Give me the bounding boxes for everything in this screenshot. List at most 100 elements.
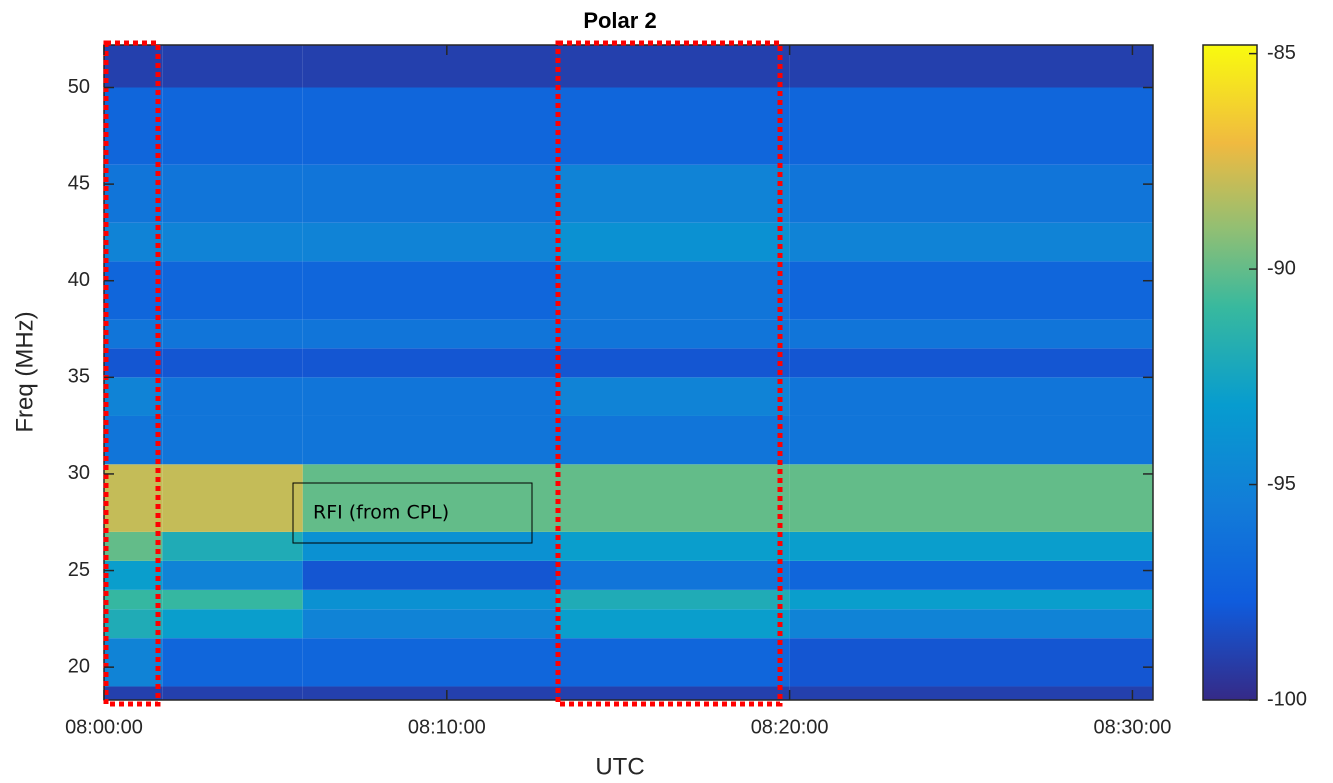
x-axis-label: UTC xyxy=(595,753,644,780)
cell xyxy=(789,415,1153,465)
cell xyxy=(162,45,303,88)
y-tick-label: 45 xyxy=(68,172,90,194)
x-tick-label: 08:20:00 xyxy=(751,716,829,738)
cell xyxy=(104,464,163,532)
cell xyxy=(162,638,303,687)
cell xyxy=(789,609,1153,639)
cell xyxy=(104,164,163,223)
highlight-box xyxy=(555,40,783,707)
cell xyxy=(162,348,303,378)
cell xyxy=(162,686,303,700)
cell xyxy=(162,377,303,416)
cell xyxy=(104,87,163,165)
x-tick-label: 08:00:00 xyxy=(65,716,143,738)
cell xyxy=(556,415,790,465)
y-tick-label: 20 xyxy=(68,655,90,677)
cell xyxy=(104,531,163,561)
cell xyxy=(556,464,790,532)
cell xyxy=(789,261,1153,320)
cell xyxy=(302,415,557,465)
colorbar-tick-label: -100 xyxy=(1267,688,1307,710)
cell xyxy=(104,560,163,590)
cell xyxy=(104,261,163,320)
colorbar-tick-label: -85 xyxy=(1267,42,1296,64)
cell xyxy=(556,560,790,590)
cell xyxy=(104,348,163,378)
cell xyxy=(556,589,790,610)
cell xyxy=(104,415,163,465)
cell xyxy=(556,638,790,687)
cell xyxy=(556,45,790,88)
cell xyxy=(789,377,1153,416)
cell xyxy=(556,222,790,262)
cell xyxy=(302,87,557,165)
cell xyxy=(789,686,1153,700)
cell xyxy=(302,686,557,700)
cell xyxy=(302,609,557,639)
cell xyxy=(789,589,1153,610)
cell xyxy=(104,222,163,262)
cell xyxy=(302,164,557,223)
cell xyxy=(556,609,790,639)
cell xyxy=(789,638,1153,687)
cell xyxy=(789,464,1153,532)
y-tick-label: 40 xyxy=(68,269,90,291)
y-axis-label: Freq (MHz) xyxy=(11,311,38,432)
annotation-box xyxy=(292,482,533,544)
cell xyxy=(162,319,303,349)
cell xyxy=(162,87,303,165)
cell xyxy=(556,377,790,416)
cell xyxy=(104,377,163,416)
cell xyxy=(162,531,303,561)
plot-frame xyxy=(103,44,1154,701)
cell xyxy=(556,686,790,700)
cell xyxy=(162,261,303,320)
cell xyxy=(104,609,163,639)
cell xyxy=(556,164,790,223)
cell xyxy=(162,415,303,465)
cell xyxy=(302,377,557,416)
cell xyxy=(556,531,790,561)
cell xyxy=(302,531,557,561)
cell xyxy=(789,87,1153,165)
cell xyxy=(162,589,303,610)
colorbar-tick-label: -90 xyxy=(1267,257,1296,279)
cell xyxy=(556,348,790,378)
cell xyxy=(789,319,1153,349)
cell xyxy=(556,319,790,349)
cell xyxy=(104,638,163,687)
cell xyxy=(789,348,1153,378)
cell xyxy=(302,319,557,349)
cell xyxy=(789,164,1153,223)
cell xyxy=(162,464,303,532)
cell xyxy=(302,222,557,262)
y-tick-label: 50 xyxy=(68,76,90,98)
cell xyxy=(302,348,557,378)
x-tick-label: 08:30:00 xyxy=(1094,716,1172,738)
cell xyxy=(302,45,557,88)
cell xyxy=(789,222,1153,262)
cell xyxy=(302,560,557,590)
cell xyxy=(789,531,1153,561)
cell xyxy=(302,261,557,320)
annotation: RFI (from CPL) xyxy=(313,502,449,524)
cell xyxy=(302,638,557,687)
cell xyxy=(104,686,163,700)
cell xyxy=(162,164,303,223)
cell xyxy=(302,589,557,610)
spectrogram xyxy=(104,45,1153,700)
x-tick-label: 08:10:00 xyxy=(408,716,486,738)
cell xyxy=(162,609,303,639)
cell xyxy=(162,222,303,262)
cell xyxy=(556,87,790,165)
colorbar xyxy=(1202,44,1258,701)
cell xyxy=(162,560,303,590)
cell xyxy=(789,45,1153,88)
cell xyxy=(302,464,557,532)
highlight-box xyxy=(103,40,161,707)
cell xyxy=(104,45,163,88)
y-tick-label: 30 xyxy=(68,462,90,484)
cell xyxy=(556,261,790,320)
cell xyxy=(104,589,163,610)
